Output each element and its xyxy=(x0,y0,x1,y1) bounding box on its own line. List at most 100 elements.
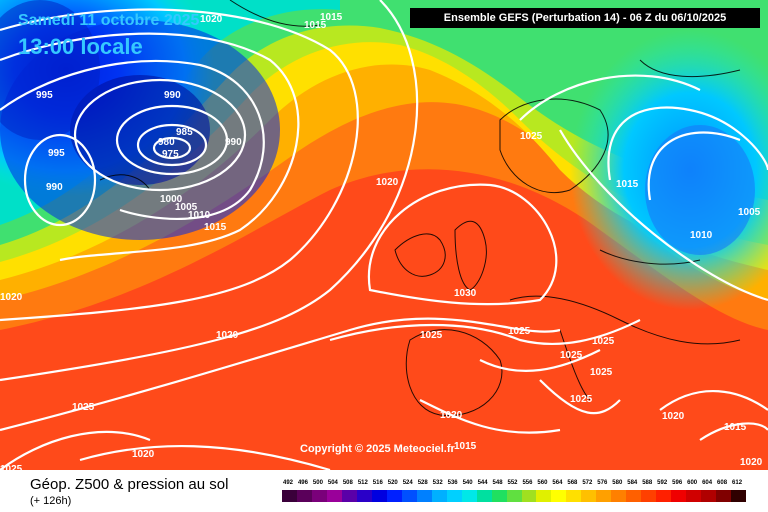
isobar-label: 995 xyxy=(36,90,53,101)
scale-label: 588 xyxy=(642,480,653,486)
isobar-label: 1020 xyxy=(200,14,223,25)
scale-swatch xyxy=(461,490,477,502)
isobar-label: 990 xyxy=(225,137,242,148)
scale-swatch xyxy=(326,490,342,502)
isobar-label: 1020 xyxy=(662,411,685,422)
scale-swatch xyxy=(656,490,672,502)
isobar-label: 995 xyxy=(48,148,65,159)
scale-swatch xyxy=(701,490,717,502)
isobar-labels: 1020 1015 995 990 985 980 975 990 995 99… xyxy=(0,12,763,470)
scale-label: 556 xyxy=(522,480,533,486)
isobar-label: 1025 xyxy=(72,402,95,413)
isobar-label: 1025 xyxy=(560,350,583,361)
scale-swatch xyxy=(416,490,432,502)
isobar-label: 1015 xyxy=(320,12,343,23)
scale-label: 552 xyxy=(507,480,518,486)
isobar-label: 1025 xyxy=(570,394,593,405)
scale-label: 608 xyxy=(717,480,728,486)
scale-label: 536 xyxy=(447,480,458,486)
color-scale-labels: 492 496 500 504 508 512 516 520 524 528 532 536 540 5… xyxy=(282,480,746,490)
isobar-label: 1025 xyxy=(592,336,615,347)
isobar-label: 975 xyxy=(162,149,179,160)
scale-label: 604 xyxy=(702,480,713,486)
scale-label: 584 xyxy=(627,480,638,486)
isobar-label: 1010 xyxy=(690,230,713,241)
scale-swatch xyxy=(282,490,297,502)
scale-swatch xyxy=(491,490,507,502)
scale-swatch xyxy=(296,490,312,502)
scale-label: 596 xyxy=(672,480,683,486)
isobar-label: 1010 xyxy=(188,210,211,221)
scale-swatch xyxy=(566,490,582,502)
scale-swatch xyxy=(641,490,657,502)
scale-label: 492 xyxy=(282,480,293,486)
scale-label: 516 xyxy=(372,480,383,486)
scale-swatch xyxy=(626,490,642,502)
forecast-hour: (+ 126h) xyxy=(30,495,72,507)
scale-swatch xyxy=(446,490,462,502)
scale-swatch xyxy=(551,490,567,502)
isobar-label: 1015 xyxy=(304,20,327,31)
scale-swatch xyxy=(341,490,357,502)
scale-swatch xyxy=(521,490,537,502)
run-info-box: Ensemble GEFS (Perturbation 14) - 06 Z d… xyxy=(410,8,760,28)
map-panel: 1020 1015 995 990 985 980 975 990 995 99… xyxy=(0,0,768,470)
geopotential-map: 1020 1015 995 990 985 980 975 990 995 99… xyxy=(0,0,768,470)
scale-swatch xyxy=(431,490,447,502)
scale-swatch xyxy=(401,490,417,502)
scale-label: 560 xyxy=(537,480,548,486)
scale-swatch xyxy=(476,490,492,502)
isobar-label: 1020 xyxy=(0,292,23,303)
scale-label: 544 xyxy=(477,480,488,486)
scale-label: 572 xyxy=(582,480,593,486)
isobar-label: 990 xyxy=(46,182,63,193)
isobar-label: 1025 xyxy=(0,464,23,470)
scale-label: 580 xyxy=(612,480,623,486)
isobar-label: 1015 xyxy=(616,179,639,190)
scale-label: 520 xyxy=(387,480,398,486)
scale-swatch xyxy=(506,490,522,502)
isobar-label: 1030 xyxy=(454,288,477,299)
chart-title: Géop. Z500 & pression au sol xyxy=(30,476,229,493)
copyright-text: Copyright © 2025 Meteociel.fr xyxy=(300,443,455,455)
scale-label: 500 xyxy=(312,480,323,486)
coastlines xyxy=(99,0,741,417)
isobar-label: 1025 xyxy=(508,326,531,337)
isobar-label: 1025 xyxy=(520,131,543,142)
footer-bar: Géop. Z500 & pression au sol (+ 126h) 49… xyxy=(0,470,768,512)
scale-label: 496 xyxy=(297,480,308,486)
scale-swatch xyxy=(611,490,627,502)
scale-swatch xyxy=(671,490,687,502)
scale-label: 592 xyxy=(657,480,668,486)
scale-swatch xyxy=(686,490,702,502)
isobar-label: 1000 xyxy=(160,194,183,205)
isobar-label: 1015 xyxy=(724,422,747,433)
scale-label: 612 xyxy=(732,480,743,486)
isobar-label: 1020 xyxy=(440,410,463,421)
scale-label: 600 xyxy=(687,480,698,486)
forecast-time: 13:00 locale xyxy=(18,34,143,59)
isobar-label: 1015 xyxy=(204,222,227,233)
scale-swatch xyxy=(386,490,402,502)
isobar-label: 985 xyxy=(176,127,193,138)
isobar-label: 1025 xyxy=(420,330,443,341)
isobar-label: 1025 xyxy=(590,367,613,378)
scale-swatch xyxy=(581,490,597,502)
scale-swatch xyxy=(716,490,732,502)
scale-label: 528 xyxy=(417,480,428,486)
scale-swatch xyxy=(731,490,747,502)
scale-swatch xyxy=(356,490,372,502)
scale-label: 508 xyxy=(342,480,353,486)
scale-label: 548 xyxy=(492,480,503,486)
scale-swatch xyxy=(371,490,387,502)
scale-swatch xyxy=(311,490,327,502)
scale-swatch xyxy=(536,490,552,502)
scale-label: 532 xyxy=(432,480,443,486)
scale-label: 524 xyxy=(402,480,413,486)
isobar-label: 1020 xyxy=(132,449,155,460)
scale-label: 540 xyxy=(462,480,473,486)
scale-swatch xyxy=(596,490,612,502)
isobar-label: 1015 xyxy=(454,441,477,452)
color-scale-bar xyxy=(282,490,747,502)
isobar-label: 980 xyxy=(158,137,175,148)
